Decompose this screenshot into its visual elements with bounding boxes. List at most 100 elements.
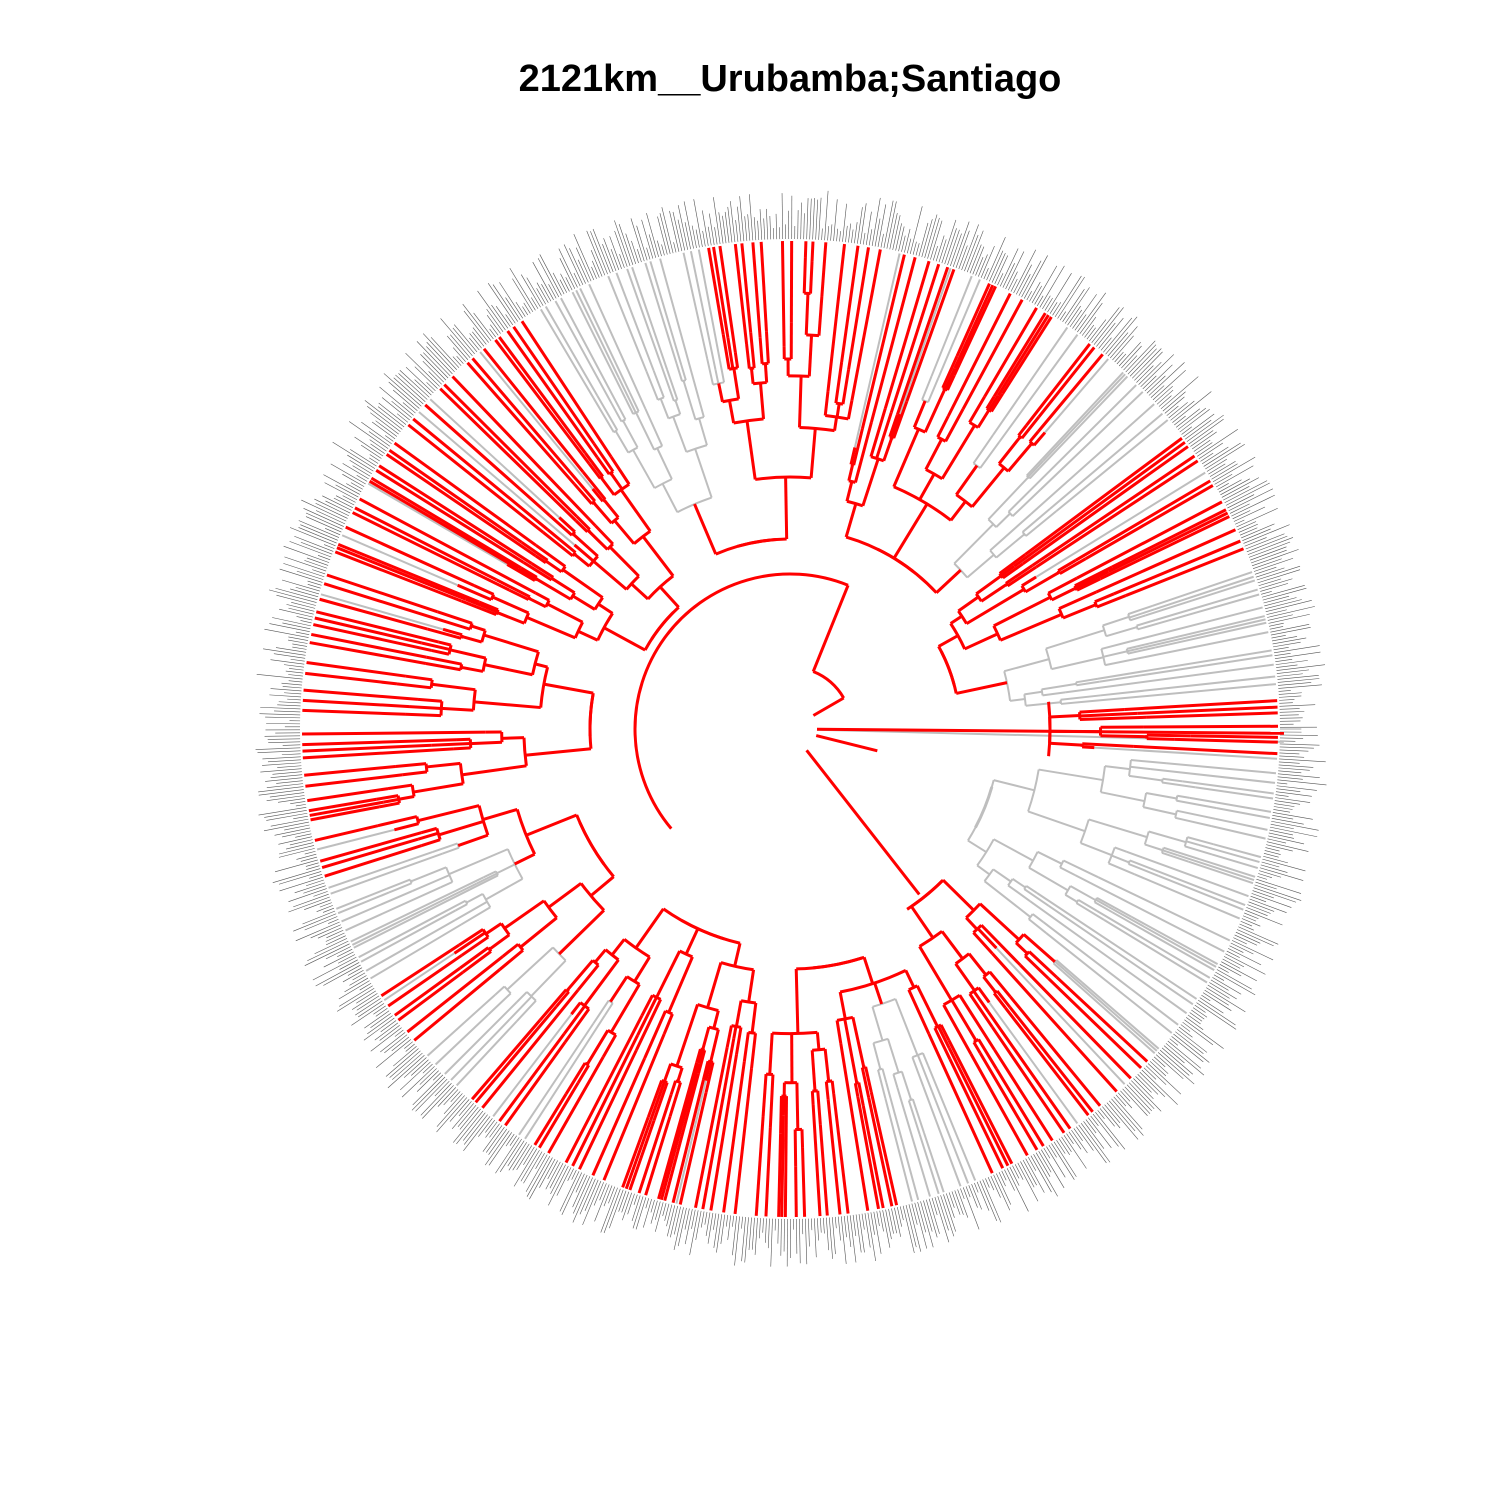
tip-label: [1049, 302, 1058, 314]
tip-label: [272, 771, 302, 775]
tip-label: [525, 1154, 548, 1192]
tip-label: [830, 224, 833, 241]
grey-clade-arc: [503, 985, 512, 995]
red-branch: [1057, 559, 1077, 572]
red-tip-branch: [323, 582, 439, 621]
red-clade-arc: [527, 596, 532, 601]
red-branch: [545, 560, 563, 574]
red-tip-branch: [987, 1011, 1072, 1130]
grey-branch: [1136, 619, 1156, 627]
grey-tip-branch: [1145, 579, 1256, 617]
red-branch: [997, 435, 1022, 465]
tip-label: [296, 616, 313, 621]
tip-label: [315, 510, 346, 525]
red-branch: [810, 1050, 817, 1092]
red-clade-arc: [573, 621, 584, 639]
tip-label: [821, 228, 823, 241]
tip-label: [499, 1138, 522, 1173]
tip-label: [306, 557, 329, 566]
red-tip-branch: [1174, 737, 1278, 744]
tip-label: [304, 943, 350, 966]
grey-clade-arc: [1021, 531, 1027, 537]
tip-label: [1259, 578, 1293, 589]
tip-label: [293, 913, 337, 932]
tip-label: [273, 653, 306, 659]
red-branch: [520, 541, 549, 562]
tip-label: [342, 473, 365, 487]
tip-label: [430, 337, 460, 368]
red-branch: [488, 933, 511, 951]
tip-label: [614, 220, 631, 266]
red-branch: [409, 705, 442, 710]
tip-label: [1018, 274, 1031, 296]
grey-branch: [995, 533, 1026, 559]
tip-label: [614, 230, 628, 267]
tip-label: [727, 1215, 732, 1240]
red-branch: [517, 567, 537, 581]
grey-tip-branch: [649, 261, 683, 366]
red-branch: [643, 1010, 667, 1059]
tip-label: [1175, 1031, 1204, 1054]
grey-branch: [1108, 862, 1136, 876]
tip-label: [310, 924, 341, 939]
tip-label: [1142, 375, 1157, 390]
red-clade-arc: [670, 1062, 683, 1070]
red-branch: [438, 640, 452, 647]
tip-label: [401, 1066, 435, 1098]
grey-branch: [993, 779, 1035, 792]
grey-branch: [628, 392, 640, 412]
grey-tip-branch: [341, 534, 459, 587]
grey-tip-branch: [429, 398, 560, 519]
grey-branch: [966, 554, 995, 579]
tip-label: [1080, 1122, 1111, 1163]
tip-label: [364, 1010, 390, 1029]
tip-label: [256, 674, 303, 680]
tip-label: [985, 1178, 990, 1188]
tip-label: [757, 220, 760, 241]
red-branch: [1062, 603, 1097, 620]
red-tip-branch: [378, 464, 533, 565]
red-clade-arc: [720, 961, 754, 972]
grey-branch: [1059, 866, 1076, 877]
tip-label: [303, 885, 326, 894]
red-branch: [697, 1049, 707, 1074]
tip-label: [976, 1181, 990, 1211]
tip-label: [258, 807, 307, 816]
red-branch: [861, 458, 880, 507]
grey-branch: [674, 400, 682, 415]
red-branch: [844, 503, 858, 538]
grey-tip-branch: [998, 334, 1079, 443]
red-branch: [483, 633, 539, 654]
tip-label: [780, 1218, 782, 1256]
tip-label: [1225, 953, 1266, 975]
tip-label: [307, 584, 321, 589]
tip-label: [314, 498, 349, 517]
red-tip-branch: [671, 1079, 705, 1204]
grey-branch: [441, 846, 460, 855]
grey-tip-branch: [1212, 843, 1262, 859]
tip-label: [935, 235, 945, 262]
red-branch: [453, 931, 487, 955]
red-tip-branch: [309, 800, 385, 817]
tip-label: [672, 211, 683, 252]
tip-label: [446, 335, 469, 360]
red-branch: [955, 681, 1008, 695]
red-branch: [646, 1080, 664, 1118]
tip-label: [722, 215, 727, 244]
tip-label: [1273, 641, 1301, 648]
grey-tip-branch: [1198, 843, 1260, 864]
tip-label: [1266, 844, 1293, 852]
tip-label: [1278, 684, 1322, 689]
grey-branch: [592, 999, 610, 1025]
grey-tip-branch: [607, 275, 648, 372]
tip-label: [541, 284, 552, 302]
tip-label: [1277, 673, 1303, 677]
tip-label: [609, 236, 622, 269]
tip-label: [411, 1059, 429, 1076]
tip-label: [1173, 1033, 1210, 1063]
tip-label: [975, 257, 984, 276]
tip-label: [436, 1095, 465, 1127]
red-branch: [892, 503, 929, 559]
tip-label: [436, 1097, 468, 1133]
tip-label: [877, 204, 887, 248]
